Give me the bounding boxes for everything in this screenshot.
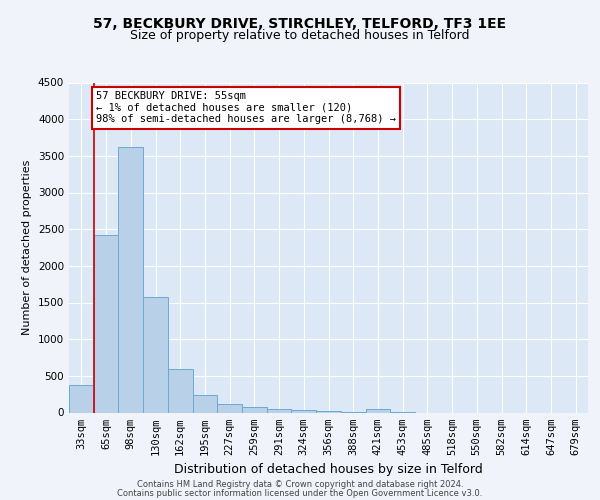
Bar (193, 395, 217, 412)
Bar (267, 409, 292, 412)
Bar (69, 386, 94, 412)
Bar (217, 404, 242, 412)
Bar (94, 235, 118, 412)
Bar (242, 406, 267, 412)
Text: 57 BECKBURY DRIVE: 55sqm
← 1% of detached houses are smaller (120)
98% of semi-d: 57 BECKBURY DRIVE: 55sqm ← 1% of detache… (96, 92, 396, 124)
Bar (143, 296, 168, 412)
Bar (168, 368, 193, 412)
Bar (118, 147, 143, 412)
Y-axis label: Number of detached properties: Number of detached properties (22, 160, 32, 335)
Bar (365, 409, 390, 412)
Text: 57, BECKBURY DRIVE, STIRCHLEY, TELFORD, TF3 1EE: 57, BECKBURY DRIVE, STIRCHLEY, TELFORD, … (94, 18, 506, 32)
Text: Contains public sector information licensed under the Open Government Licence v3: Contains public sector information licen… (118, 488, 482, 498)
Bar (292, 410, 316, 412)
Text: Size of property relative to detached houses in Telford: Size of property relative to detached ho… (130, 29, 470, 42)
X-axis label: Distribution of detached houses by size in Telford: Distribution of detached houses by size … (174, 463, 483, 476)
Text: Contains HM Land Registry data © Crown copyright and database right 2024.: Contains HM Land Registry data © Crown c… (137, 480, 463, 489)
